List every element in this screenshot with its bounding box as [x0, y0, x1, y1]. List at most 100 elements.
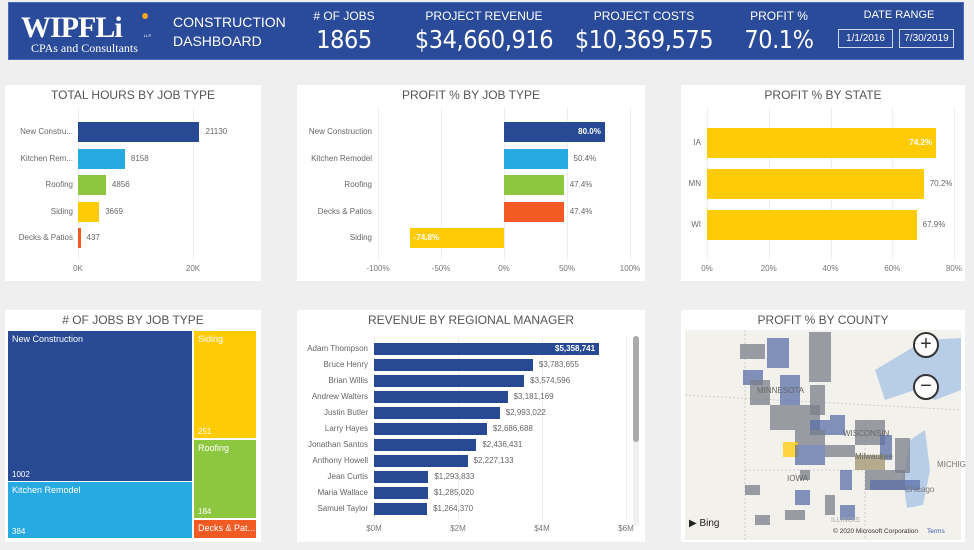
map-label-wisconsin: WISCONSIN: [843, 429, 890, 438]
x-tick-label: -100%: [366, 264, 390, 273]
kpi-jobs-value: 1865: [316, 25, 372, 54]
chart-title: REVENUE BY REGIONAL MANAGER: [367, 313, 575, 327]
bar[interactable]: [374, 407, 500, 419]
logo-tagline: CPAs and Consultants: [31, 41, 138, 55]
bar[interactable]: [374, 471, 429, 483]
bar[interactable]: [374, 439, 477, 451]
county-shape[interactable]: [800, 470, 810, 480]
data-label: 70.2%: [929, 179, 953, 188]
data-label: $2,993,022: [505, 408, 546, 417]
bar[interactable]: [78, 228, 81, 248]
data-label: -74.8%: [413, 233, 440, 242]
category-label: Jonathan Santos: [307, 440, 368, 449]
data-label: $5,358,741: [555, 344, 596, 353]
bing-label: Bing: [699, 518, 720, 529]
county-shape[interactable]: [795, 445, 825, 465]
zoom-out-button[interactable]: −: [913, 374, 939, 400]
treemap-tile[interactable]: New Construction 1002: [8, 331, 192, 481]
category-label: Siding: [349, 233, 372, 242]
county-shape[interactable]: [745, 485, 760, 495]
bar[interactable]: [409, 228, 504, 248]
bar[interactable]: [374, 423, 487, 435]
county-shape[interactable]: [840, 505, 855, 520]
county-shape[interactable]: [880, 435, 892, 460]
data-label: 21130: [205, 127, 228, 136]
bar[interactable]: [504, 175, 564, 195]
bar[interactable]: [374, 343, 600, 355]
bar[interactable]: [707, 128, 937, 158]
kpi-costs-label: PROJECT COSTS: [593, 9, 695, 23]
county-shape[interactable]: [830, 415, 845, 435]
x-tick-label: $6M: [618, 524, 634, 533]
category-label: MN: [688, 179, 701, 188]
bar[interactable]: [78, 122, 200, 142]
bar[interactable]: [374, 487, 428, 499]
gridline: [567, 107, 568, 260]
date-start-input[interactable]: 1/1/2016: [838, 29, 893, 48]
bing-logo: ▶ Bing: [689, 518, 720, 529]
category-label: Maria Wallace: [317, 488, 368, 497]
county-shape[interactable]: [855, 455, 885, 470]
treemap-tile[interactable]: Roofing 184: [194, 440, 256, 518]
kpi-profit-value: 70.1%: [744, 25, 814, 54]
treemap-tile[interactable]: Decks & Pat...: [194, 520, 256, 538]
gridline: [954, 107, 955, 260]
kpi-revenue-label: PROJECT REVENUE: [425, 9, 543, 23]
county-shape[interactable]: [870, 480, 920, 490]
county-shape[interactable]: [825, 495, 835, 515]
county-shape[interactable]: [840, 470, 852, 490]
bar[interactable]: [504, 201, 564, 222]
scrollbar-thumb[interactable]: [633, 336, 639, 442]
category-label: Bruce Henry: [323, 360, 368, 369]
county-shape[interactable]: [767, 338, 789, 368]
category-label: Kitchen Rem...: [20, 153, 73, 163]
category-label: Roofing: [344, 180, 372, 189]
category-label: New Construction: [308, 127, 372, 136]
data-label: $3,574,596: [530, 376, 571, 385]
profit-by-county-map: PROFIT % BY COUNTY + − MINNESOTA WISCONS…: [681, 310, 966, 542]
total-hours-chart: TOTAL HOURS BY JOB TYPE 0K 20K New Constru.…: [5, 85, 261, 281]
county-shape[interactable]: [795, 430, 825, 445]
county-shape[interactable]: [785, 510, 805, 520]
treemap-tile[interactable]: Kitchen Remodel 384: [8, 482, 192, 538]
bar[interactable]: [504, 122, 605, 142]
bar[interactable]: [374, 359, 533, 371]
bar[interactable]: [374, 375, 525, 387]
map-label-minnesota: MINNESOTA: [757, 386, 804, 395]
date-end-input[interactable]: 7/30/2019: [899, 29, 954, 48]
gridline: [542, 336, 543, 520]
chart-title: PROFIT % BY JOB TYPE: [401, 88, 541, 102]
bar[interactable]: [707, 169, 924, 199]
bar[interactable]: [374, 391, 508, 403]
data-label: $3,783,655: [538, 360, 579, 369]
x-tick-label: $2M: [450, 524, 466, 533]
county-shape[interactable]: [780, 375, 800, 405]
bar[interactable]: [78, 148, 125, 169]
county-shape[interactable]: [755, 515, 770, 525]
county-shape[interactable]: [895, 438, 910, 473]
bar[interactable]: [374, 503, 428, 515]
category-label: Andrew Walters: [311, 392, 368, 401]
treemap-tile[interactable]: Siding 251: [194, 331, 256, 438]
map-terms-link[interactable]: Terms: [927, 528, 945, 535]
data-label: 3669: [105, 206, 123, 216]
zoom-in-button[interactable]: +: [913, 332, 939, 358]
scrollbar-track[interactable]: [633, 336, 639, 526]
map-label-milwaukee: Milwaukee: [855, 452, 893, 461]
county-shape[interactable]: [750, 380, 770, 405]
map-canvas[interactable]: [685, 330, 961, 540]
county-shape[interactable]: [809, 332, 831, 382]
gridline: [193, 107, 194, 260]
county-shape[interactable]: [825, 445, 855, 457]
bar[interactable]: [78, 175, 106, 195]
map-label-illinois: ILLINOIS: [831, 517, 860, 524]
county-shape[interactable]: [783, 442, 798, 457]
bar[interactable]: [374, 455, 468, 467]
county-shape[interactable]: [795, 490, 810, 505]
chart-title: TOTAL HOURS BY JOB TYPE: [50, 88, 216, 102]
bar[interactable]: [78, 201, 100, 222]
bar[interactable]: [707, 210, 917, 240]
bar[interactable]: [504, 148, 568, 169]
county-shape[interactable]: [740, 344, 765, 359]
kpi-costs-value: $10,369,575: [574, 25, 714, 54]
